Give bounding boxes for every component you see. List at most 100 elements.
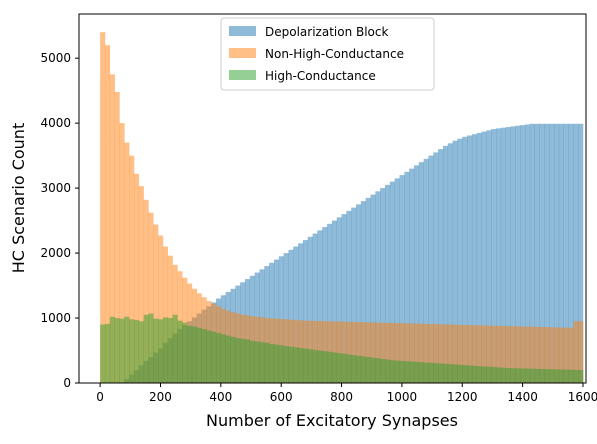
bar <box>366 357 371 383</box>
bar <box>303 349 308 383</box>
y-tick-label: 5000 <box>40 51 71 65</box>
bar <box>559 369 564 383</box>
bar <box>569 370 574 383</box>
bar <box>100 325 105 383</box>
x-tick-label: 0 <box>96 390 104 404</box>
legend-label: High-Conductance <box>265 69 376 83</box>
bar <box>554 369 559 383</box>
bar <box>540 369 545 383</box>
bar <box>269 344 274 383</box>
legend-swatch <box>229 48 256 58</box>
legend: Depolarization Block Non-High-Conductance… <box>221 18 434 90</box>
bar <box>279 345 284 383</box>
x-tick-label: 200 <box>149 390 172 404</box>
bar <box>129 319 134 383</box>
bar <box>578 370 583 383</box>
bar <box>274 345 279 383</box>
bar <box>506 368 511 383</box>
bar <box>148 313 153 383</box>
bar <box>250 341 255 383</box>
bar <box>332 352 337 383</box>
legend-swatch <box>229 26 256 36</box>
legend-swatch <box>229 70 256 80</box>
y-tick-label: 3000 <box>40 181 71 195</box>
bar <box>544 369 549 383</box>
bar <box>515 368 520 383</box>
bar <box>385 360 390 383</box>
y-tick-label: 4000 <box>40 116 71 130</box>
bar <box>105 324 110 383</box>
bar <box>482 366 487 383</box>
y-tick-label: 0 <box>63 376 71 390</box>
bar <box>134 320 139 383</box>
x-tick-label: 1600 <box>568 390 597 404</box>
bar <box>462 365 467 383</box>
bar <box>119 319 124 383</box>
legend-label: Non-High-Conductance <box>265 47 404 61</box>
bar <box>197 328 202 383</box>
bar <box>457 365 462 383</box>
bar <box>173 315 178 383</box>
bar <box>337 353 342 383</box>
bar <box>182 323 187 383</box>
bar <box>428 363 433 383</box>
bar <box>245 339 250 383</box>
y-tick-label: 1000 <box>40 311 71 325</box>
bar <box>168 318 173 383</box>
bar <box>433 363 438 383</box>
bar <box>153 319 158 383</box>
bar <box>361 356 366 383</box>
x-tick-label: 400 <box>209 390 232 404</box>
bar <box>255 341 260 383</box>
bar <box>158 319 163 383</box>
bar <box>284 346 289 383</box>
bar <box>356 356 361 383</box>
bar <box>288 347 293 383</box>
bar <box>535 369 540 383</box>
bar <box>177 321 182 383</box>
bar <box>144 315 149 383</box>
y-tick-label: 2000 <box>40 246 71 260</box>
bar <box>477 366 482 383</box>
bar <box>115 318 120 383</box>
bar <box>400 361 405 383</box>
bar <box>211 332 216 383</box>
bar <box>226 336 231 383</box>
bar <box>293 347 298 383</box>
bar <box>298 348 303 383</box>
bar <box>520 368 525 383</box>
bar <box>496 367 501 383</box>
bar <box>342 354 347 383</box>
bar <box>472 366 477 383</box>
bar <box>216 333 221 383</box>
y-axis-label: HC Scenario Count <box>9 123 28 273</box>
bar <box>395 361 400 383</box>
bar <box>438 364 443 383</box>
bar <box>313 350 318 383</box>
bar <box>491 367 496 383</box>
bar <box>206 330 211 383</box>
bar <box>124 317 129 383</box>
bar <box>419 362 424 383</box>
bar <box>327 352 332 383</box>
bar <box>240 339 245 383</box>
bar <box>264 343 269 383</box>
bar <box>564 370 569 383</box>
bar <box>414 362 419 383</box>
bar <box>259 342 264 383</box>
bar <box>404 361 409 383</box>
bar <box>139 321 144 383</box>
bar <box>511 368 516 383</box>
bar <box>187 326 192 383</box>
x-tick-label: 1000 <box>387 390 418 404</box>
bar <box>530 369 535 383</box>
bar <box>221 334 226 383</box>
bar <box>380 359 385 383</box>
bar <box>235 338 240 383</box>
bar <box>192 326 197 383</box>
bar <box>371 358 376 383</box>
bar <box>110 317 115 383</box>
x-axis-label: Number of Excitatory Synapses <box>206 411 458 430</box>
legend-label: Depolarization Block <box>265 25 388 39</box>
